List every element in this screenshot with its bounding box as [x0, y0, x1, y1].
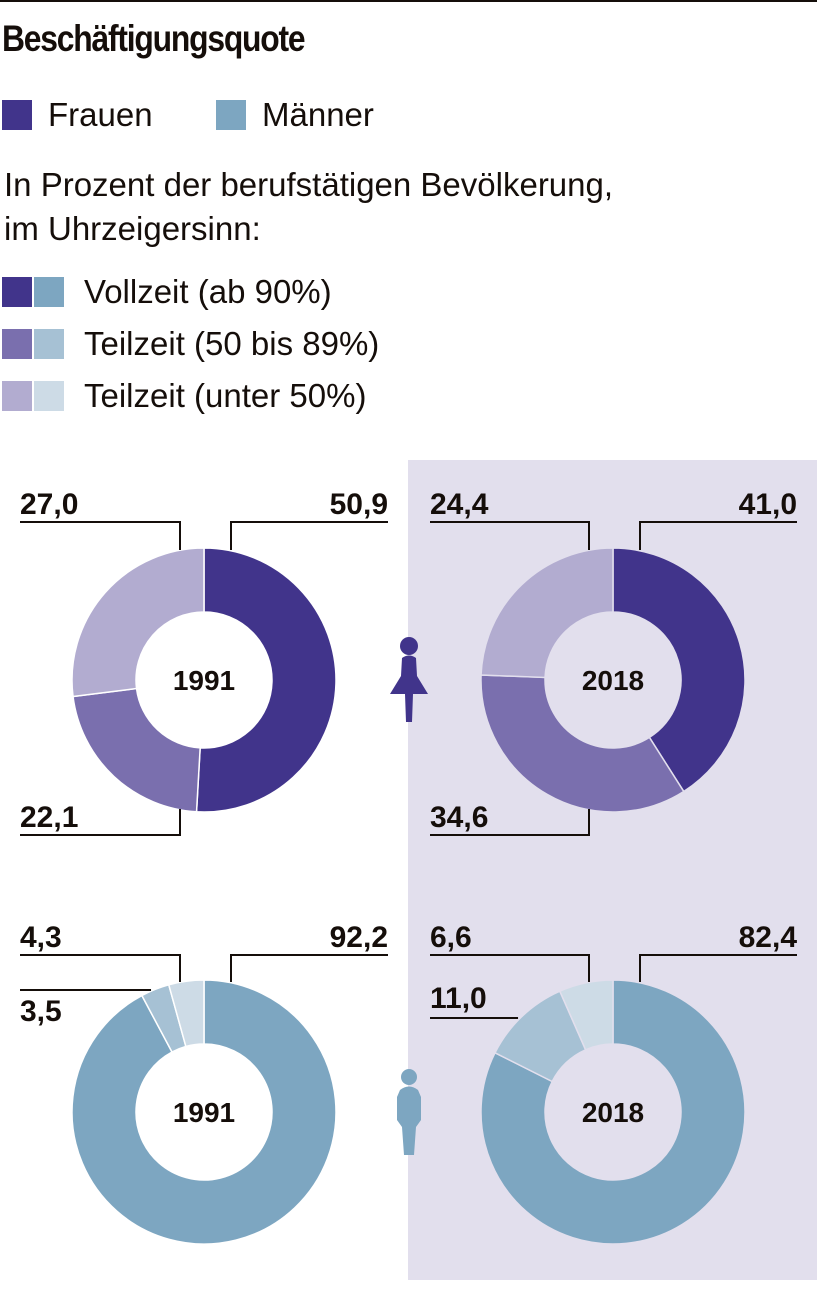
donut-value-label: 6,6	[430, 921, 472, 954]
donut-slice	[480, 547, 614, 679]
leader-line	[430, 809, 590, 836]
donut-value-label: 24,4	[430, 488, 489, 521]
donut-value-label: 27,0	[20, 488, 78, 521]
legend-label-frauen: Frauen	[48, 96, 153, 133]
donut-slice	[72, 687, 201, 813]
legend-item-vollzeit: Vollzeit (ab 90%)	[2, 273, 332, 311]
leader-line	[20, 521, 181, 550]
donut-slice	[612, 547, 746, 793]
legend-swatch-teilzeit-50-89-frauen	[2, 329, 32, 359]
legend-swatch-frauen	[2, 100, 32, 130]
legend-label-maenner: Männer	[262, 96, 374, 133]
top-rule	[0, 0, 817, 2]
legend-item-teilzeit-50-89: Teilzeit (50 bis 89%)	[2, 325, 379, 363]
legend-label-teilzeit-unter-50: Teilzeit (unter 50%)	[84, 377, 367, 414]
leader-line	[230, 954, 388, 982]
donut-value-label: 22,1	[20, 801, 78, 834]
chart-subtitle: In Prozent der berufstätigen Bevölkerung…	[4, 163, 613, 251]
leader-line	[20, 809, 181, 836]
legend-label-vollzeit: Vollzeit (ab 90%)	[84, 273, 332, 310]
donut-value-label: 3,5	[20, 995, 62, 1028]
donut-value-label: 92,2	[330, 921, 388, 954]
legend-swatch-vollzeit-maenner	[34, 277, 64, 307]
legend-swatch-maenner	[216, 100, 246, 130]
donut-value-label: 82,4	[739, 921, 798, 954]
donut-value-label: 11,0	[430, 982, 487, 1015]
legend-label-teilzeit-50-89: Teilzeit (50 bis 89%)	[84, 325, 380, 362]
donut-year-label: 2018	[582, 1097, 644, 1128]
donut-slice	[480, 979, 746, 1245]
leader-line	[639, 954, 797, 982]
donut-slice	[167, 979, 205, 1048]
donut-value-label: 41,0	[739, 488, 797, 521]
legend-swatch-teilzeit-unter-50-maenner	[34, 381, 64, 411]
leader-line	[430, 954, 590, 982]
subtitle-line: In Prozent der berufstätigen Bevölkerung…	[4, 166, 614, 203]
legend-swatch-teilzeit-unter-50-frauen	[2, 381, 32, 411]
donut-year-label: 2018	[582, 665, 644, 696]
legend-swatch-vollzeit-frauen	[2, 277, 32, 307]
donut-year-label: 1991	[173, 1097, 235, 1128]
donut-value-label: 4,3	[20, 921, 62, 954]
legend-swatch-teilzeit-50-89-maenner	[34, 329, 64, 359]
legend-item-maenner: Männer	[216, 96, 374, 134]
legend-item-frauen: Frauen	[2, 96, 153, 134]
donut-slice	[71, 979, 337, 1245]
donut-slice	[71, 547, 205, 698]
donut-slice	[480, 674, 685, 813]
donut-year-label: 1991	[173, 665, 235, 696]
leader-line	[639, 521, 797, 550]
man-icon	[397, 1069, 421, 1155]
leader-line	[430, 521, 590, 550]
chart-title: Beschäftigungsquote	[2, 18, 306, 59]
leader-line	[230, 521, 388, 550]
woman-icon	[390, 637, 428, 722]
legend-item-teilzeit-unter-50: Teilzeit (unter 50%)	[2, 377, 366, 415]
donut-slice	[558, 979, 614, 1051]
leader-line	[20, 954, 181, 982]
donut-slice	[195, 547, 337, 813]
donut-value-label: 50,9	[330, 488, 388, 521]
donut-value-label: 34,6	[430, 801, 488, 834]
subtitle-line: im Uhrzeigersinn:	[4, 210, 261, 247]
